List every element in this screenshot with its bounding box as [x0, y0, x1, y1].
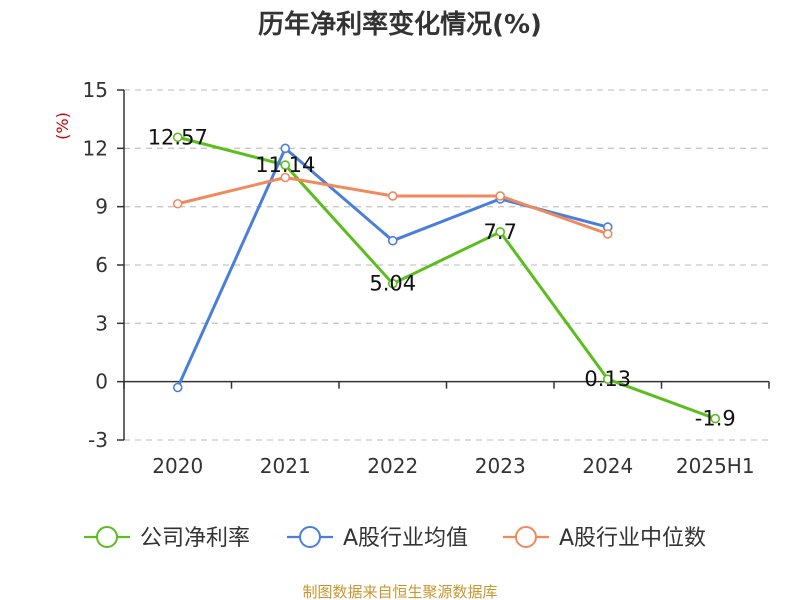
data-point — [495, 227, 506, 237]
y-tick-label: 0 — [95, 370, 108, 394]
data-label: 12.57 — [148, 125, 208, 149]
y-tick-label: 15 — [83, 78, 108, 102]
data-point — [387, 278, 398, 289]
legend-item-label: A股行业均值 — [343, 526, 468, 551]
legend: 公司净利率 A股行业均值 A股行业中位数 — [84, 526, 706, 551]
x-tick-label: 2023 — [475, 454, 526, 478]
legend-marker — [299, 526, 321, 548]
data-point — [495, 191, 506, 201]
data-labels: 12.57 11.14 5.04 7.7 0.13 -1.9 — [148, 125, 736, 430]
data-point — [172, 132, 183, 143]
y-tick-label: -3 — [88, 428, 108, 452]
data-point — [280, 143, 291, 154]
data-point — [710, 413, 721, 424]
x-tick-label: 2025H1 — [676, 454, 755, 478]
y-axis-unit-label: (%) — [53, 112, 72, 140]
data-label: -1.9 — [695, 407, 736, 431]
x-tick-label: 2020 — [152, 454, 203, 478]
series-line-1 — [176, 146, 609, 389]
series-line-2 — [177, 176, 609, 236]
y-tick-label: 9 — [95, 195, 108, 219]
axes: 15 12 9 6 3 0 -3 2020 2021 2022 2023 2024 2025H1 — [83, 78, 770, 478]
data-point — [387, 235, 398, 246]
y-tick-label: 6 — [95, 253, 108, 277]
x-tick-label: 2021 — [260, 454, 311, 478]
data-label: 0.13 — [584, 367, 631, 391]
series-line-0 — [177, 135, 716, 421]
chart-title: 历年净利率变化情况(%) — [258, 9, 542, 40]
data-point — [280, 172, 291, 183]
data-label: 11.14 — [255, 153, 315, 177]
data-label: 5.04 — [369, 272, 416, 296]
series-lines — [172, 132, 721, 424]
legend-marker — [96, 526, 118, 548]
data-point — [602, 229, 613, 239]
data-point — [172, 382, 183, 393]
y-tick-label: 3 — [95, 311, 108, 335]
legend-marker — [515, 526, 537, 548]
x-tick-label: 2024 — [582, 454, 633, 478]
legend-item-label: A股行业中位数 — [559, 526, 706, 551]
y-tick-label: 12 — [83, 136, 108, 160]
source-note: 制图数据来自恒生聚源数据库 — [302, 583, 497, 600]
data-point — [602, 374, 613, 384]
legend-item-label: 公司净利率 — [140, 526, 250, 551]
grid-lines — [124, 89, 769, 441]
data-point — [280, 160, 291, 170]
data-label: 7.7 — [484, 220, 517, 244]
data-point — [387, 191, 398, 201]
x-tick-label: 2022 — [367, 454, 418, 478]
data-point — [172, 198, 183, 209]
